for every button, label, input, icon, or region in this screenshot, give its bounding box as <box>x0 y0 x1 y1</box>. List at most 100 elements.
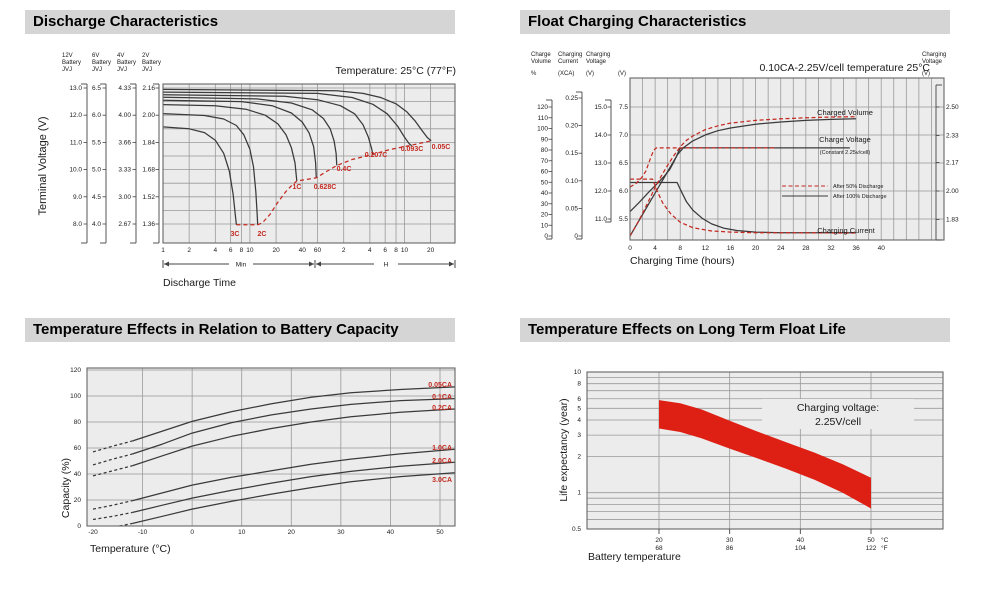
discharge-tick-label: 3.33 <box>118 167 131 174</box>
float-charging-axis-header: % <box>531 71 537 77</box>
temp-capacity-tick-label: 20 <box>74 497 82 504</box>
temp-capacity-tick-label: 120 <box>70 367 81 374</box>
temp-float-life-x-tick: 30 <box>726 537 734 544</box>
discharge-tick-label: 4.5 <box>92 194 101 201</box>
discharge-curve-label-1c: 1C <box>293 184 302 191</box>
float-charging-axis-header: Voltage <box>586 59 607 65</box>
temp-capacity-series-0.1CA <box>132 397 455 455</box>
discharge-series-0.05C <box>163 88 432 142</box>
float-charging-tick-label: 30 <box>541 201 549 208</box>
float-charging-x-axis-title: Charging Time (hours) <box>630 255 734 267</box>
discharge-series-2C <box>163 112 259 225</box>
temp-float-life-x-tick: 122 <box>866 545 877 552</box>
discharge-range-label: Min <box>236 262 247 269</box>
temp-capacity-y-axis-title: Capacity (%) <box>60 458 72 518</box>
float-charging-tick-label: 20 <box>541 212 549 219</box>
section-title-temp-capacity: Temperature Effects in Relation to Batte… <box>25 318 455 342</box>
float-charging-series-charged-volume-50 <box>630 116 857 237</box>
float-charging-x-tick: 40 <box>878 245 886 252</box>
discharge-x-tick: 2 <box>187 247 191 254</box>
temp-float-life-x-tick: 40 <box>797 537 805 544</box>
discharge-curve-label-0628c: 0.628C <box>314 184 337 191</box>
float-charging-tick-label: 1.83 <box>946 217 959 224</box>
temp-capacity-series-1.0CA-lead <box>92 499 133 510</box>
discharge-axis-header: JVJ <box>142 67 152 73</box>
float-charging-legend-100pct: After 100% Discharge <box>833 194 887 200</box>
discharge-tick-label: 5.5 <box>92 139 101 146</box>
discharge-x-tick: 8 <box>240 247 244 254</box>
temp-float-life-x-tick: 50 <box>867 537 875 544</box>
float-charging-tick-label: 15.0 <box>594 104 607 111</box>
discharge-curve-label-005c: 0.05C <box>432 144 451 151</box>
float-charging-x-tick: 28 <box>802 245 810 252</box>
float-charging-axis-header: (V) <box>618 71 626 77</box>
discharge-axis-header: Battery <box>142 60 161 66</box>
float-charging-x-tick: 4 <box>653 245 657 252</box>
float-charging-x-tick: 0 <box>628 245 632 252</box>
temp-float-life-tick-label: 3 <box>577 432 581 439</box>
float-charging-tick-label: 6.0 <box>619 188 628 195</box>
temp-float-life-annotation-line2: 2.25V/cell <box>815 416 861 428</box>
discharge-curve-label-3c: 3C <box>231 231 240 238</box>
float-charging-tick-label: 10 <box>541 222 549 229</box>
discharge-tick-label: 9.0 <box>73 194 82 201</box>
float-charging-tick-label: 100 <box>537 126 548 133</box>
float-charging-label-constant: (Constant 2.25v/cell) <box>820 150 871 156</box>
discharge-series-0.093C <box>163 91 413 147</box>
float-charging-axis-header: (XCA) <box>558 71 574 77</box>
discharge-tick-label: 13.0 <box>69 85 82 92</box>
float-charging-series-charge-voltage-50 <box>630 147 775 188</box>
temp-capacity-tick-label: 60 <box>74 445 82 452</box>
temp-capacity-x-tick: -10 <box>138 529 148 536</box>
temp-capacity-series-2.0CA <box>132 461 455 514</box>
temp-capacity-series-0.2CA <box>132 408 455 467</box>
discharge-tick-label: 8.0 <box>73 221 82 228</box>
discharge-series-end-locus <box>236 140 432 226</box>
temp-float-life-x-tick: 104 <box>795 545 806 552</box>
temp-float-life-tick-label: 5 <box>577 405 581 412</box>
float-charging-tick-label: 70 <box>541 158 549 165</box>
float-charging-tick-label: 14.0 <box>594 132 607 139</box>
float-charging-axis-header: Charge <box>531 52 551 58</box>
float-charging-axis-header: Charging <box>586 52 610 58</box>
temp-capacity-series-0.05CA <box>132 386 455 442</box>
float-charging-tick-label: 0.25 <box>565 95 578 102</box>
discharge-chart: 12VBatteryJVJ13.012.011.010.09.08.06VBat… <box>37 53 456 289</box>
float-charging-tick-label: 110 <box>538 115 549 122</box>
discharge-tick-label: 3.66 <box>118 139 131 146</box>
float-charging-chart-annotation: 0.10CA-2.25V/cell temperature 25°C <box>759 62 930 74</box>
discharge-tick-label: 10.0 <box>69 167 82 174</box>
temp-float-life-band <box>659 400 871 509</box>
discharge-tick-label: 6.5 <box>92 85 101 92</box>
float-charging-series-charging-current-100 <box>630 181 857 234</box>
discharge-tick-label: 11.0 <box>70 139 83 146</box>
float-charging-tick-label: 2.00 <box>946 188 959 195</box>
discharge-x-tick: 40 <box>299 247 307 254</box>
float-charging-axis-header: Charging <box>922 52 946 58</box>
discharge-x-tick: 60 <box>314 247 322 254</box>
float-charging-tick-label: 0 <box>574 233 578 240</box>
discharge-range-label: H <box>384 262 389 269</box>
temp-float-life-annotation-box <box>762 399 914 429</box>
discharge-tick-label: 5.0 <box>92 167 101 174</box>
float-charging-tick-label: 7.0 <box>619 132 628 139</box>
float-charging-tick-label: 40 <box>541 190 549 197</box>
temp-capacity-x-tick: 0 <box>190 529 194 536</box>
discharge-plot-area <box>163 84 455 243</box>
discharge-series-1C <box>163 103 298 182</box>
section-title-discharge-text: Discharge Characteristics <box>33 13 219 30</box>
temp-float-life-x-tick: 68 <box>655 545 663 552</box>
temp-capacity-x-tick: -20 <box>88 529 98 536</box>
float-charging-chart: ChargeVolume%010203040506070809010011012… <box>531 52 959 267</box>
discharge-axis-header: Battery <box>117 60 136 66</box>
discharge-tick-label: 6.0 <box>92 112 101 119</box>
temp-float-life-x-axis-title: Battery temperature <box>588 551 681 563</box>
discharge-x-tick: 1 <box>161 247 165 254</box>
section-title-discharge: Discharge Characteristics <box>25 10 455 34</box>
temp-capacity-tick-label: 100 <box>70 393 81 400</box>
discharge-axis-header: 12V <box>62 53 73 59</box>
discharge-axis-header: 4V <box>117 53 124 59</box>
discharge-series-3C <box>163 126 238 225</box>
discharge-x-tick: 20 <box>272 247 280 254</box>
